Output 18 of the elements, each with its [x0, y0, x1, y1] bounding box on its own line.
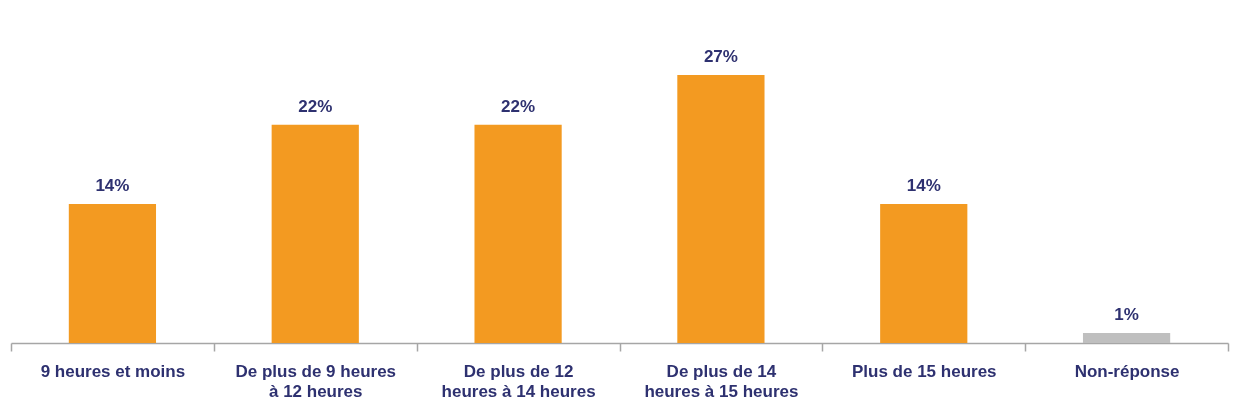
data-label: 1%: [1114, 305, 1139, 325]
data-label: 22%: [501, 96, 536, 116]
x-tick-label: Plus de 15 heures: [851, 361, 997, 381]
data-label: 27%: [703, 47, 738, 66]
x-tick-label: Non-réponse: [1074, 361, 1180, 381]
data-label: 14%: [95, 176, 130, 196]
x-tick-label: De plus de 9 heures à 12 heures: [235, 361, 397, 401]
bar: [1082, 333, 1171, 343]
bar: [880, 204, 968, 343]
data-label: 22%: [298, 96, 333, 116]
x-tick-label: 9 heures et moins: [40, 361, 186, 381]
x-tick-label: De plus de 14 heures à 15 heures: [644, 361, 799, 401]
bar: [677, 75, 765, 343]
bar: [474, 124, 562, 343]
bar: [68, 204, 157, 343]
data-label: 14%: [906, 176, 941, 196]
x-tick-label: De plus de 12 heures à 14 heures: [441, 361, 596, 401]
bar: [271, 124, 359, 343]
